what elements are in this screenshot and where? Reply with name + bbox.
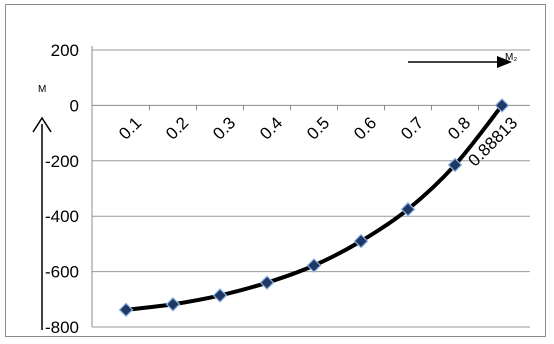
data-point <box>118 302 134 318</box>
y-tick-label: -800 <box>45 318 79 337</box>
gridlines <box>92 49 530 328</box>
data-point <box>259 275 275 291</box>
annotations: M M₂ <box>32 52 517 330</box>
category-label: 0.3 <box>209 113 239 143</box>
y-tick-label: -200 <box>45 152 79 171</box>
x-arrow-label: M₂ <box>505 52 517 63</box>
category-label: 0.5 <box>303 113 333 143</box>
category-label: 0.8 <box>444 113 474 143</box>
data-point <box>353 233 369 249</box>
series <box>118 98 510 318</box>
y-tick-label: -600 <box>45 263 79 282</box>
y-tick-label: 200 <box>51 41 79 60</box>
category-label: 0.4 <box>256 113 286 143</box>
y-arrow-label: M <box>38 84 46 95</box>
data-point <box>494 98 510 113</box>
category-label: 0.1 <box>115 113 145 143</box>
category-label: 0.6 <box>350 113 380 143</box>
x-arrow-head <box>497 56 512 68</box>
y-tick-label: -400 <box>45 207 79 226</box>
y-tick-labels: 200 0 -200 -400 -600 -800 <box>45 41 79 337</box>
category-label: 0.2 <box>162 113 192 143</box>
y-arrow-head <box>32 116 52 133</box>
data-point <box>165 296 181 312</box>
axes <box>91 46 530 327</box>
data-point <box>447 157 463 173</box>
data-point <box>400 201 416 217</box>
data-point <box>212 288 228 303</box>
data-point <box>306 258 322 273</box>
category-label: 0.7 <box>397 113 427 143</box>
y-tick-label: 0 <box>70 96 79 115</box>
